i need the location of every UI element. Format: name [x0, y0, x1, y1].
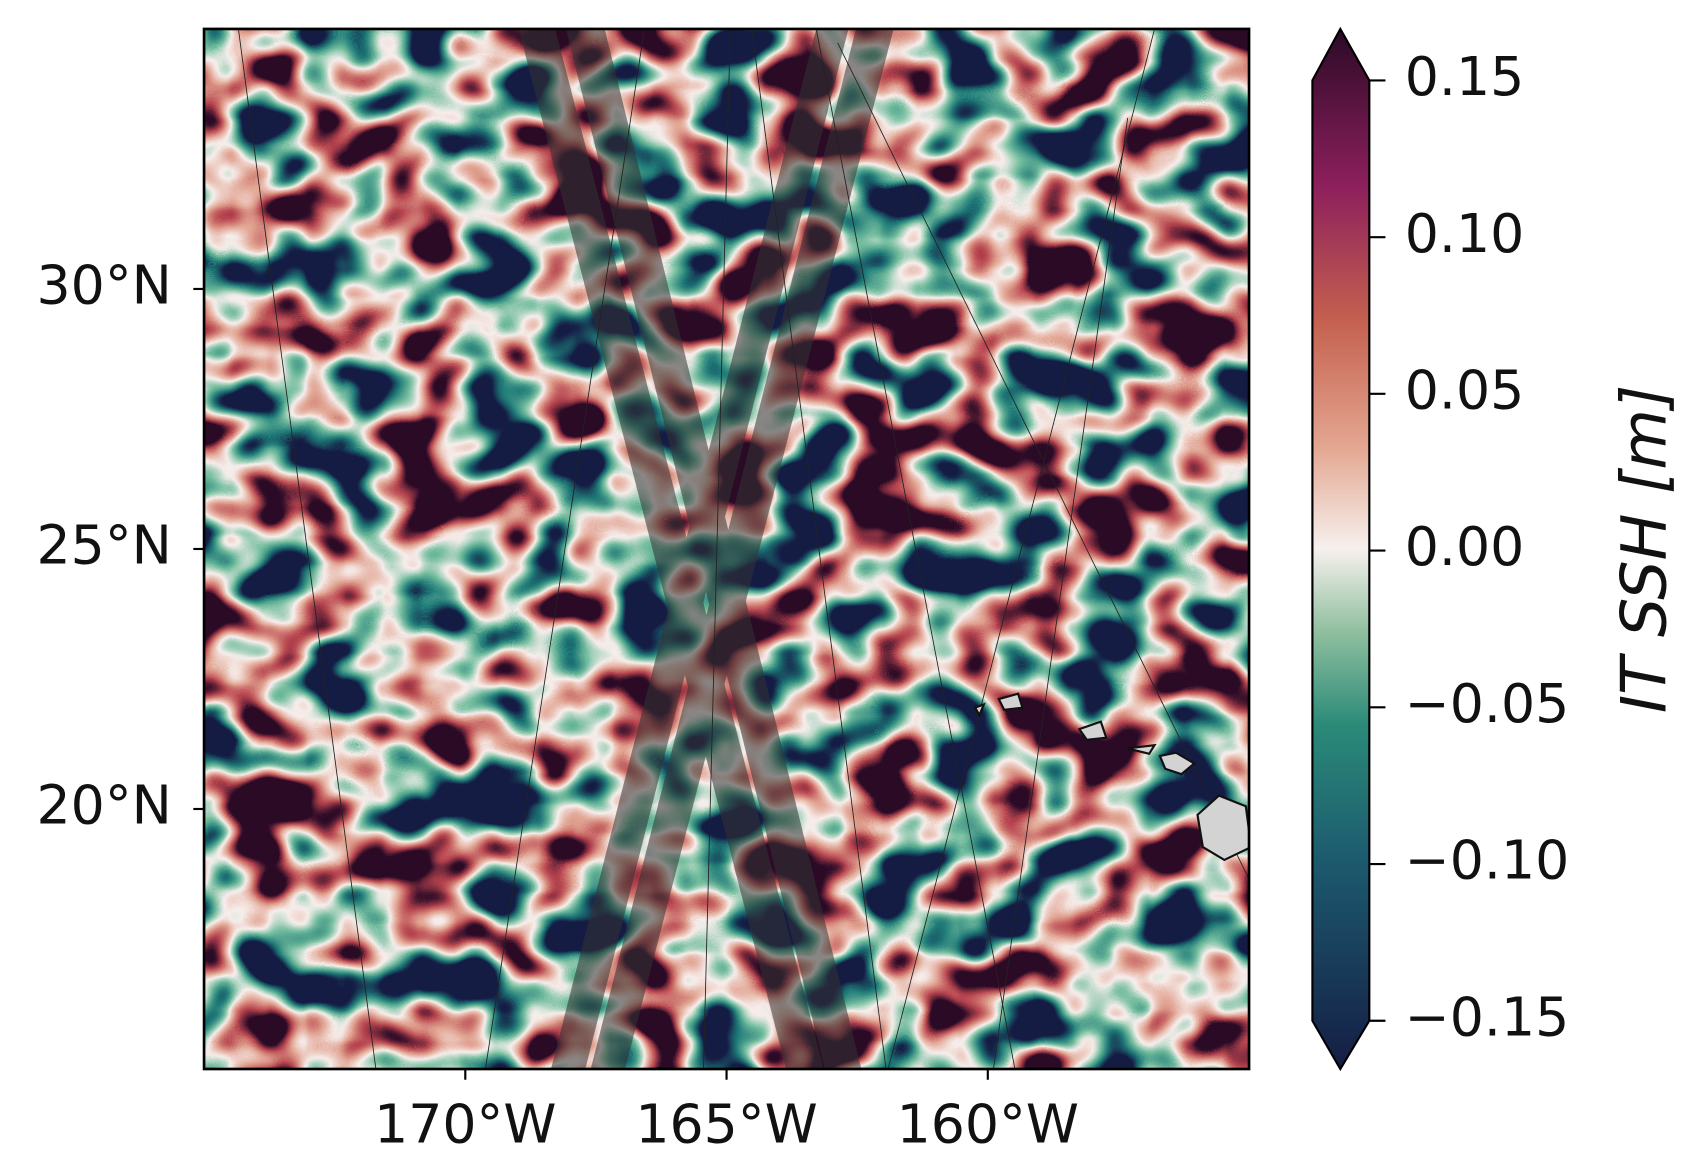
y-tick-label: 25°N: [37, 514, 172, 577]
map-area: [204, 28, 1250, 1070]
x-tick-label: 170°W: [374, 1093, 556, 1156]
ground-tracks: [237, 28, 1250, 1070]
colorbar-tick-label: 0.05: [1405, 359, 1525, 422]
colorbar-tick-label: 0.10: [1405, 202, 1525, 265]
colorbar-tick-label: 0.15: [1405, 45, 1525, 108]
colorbar-tick-label: −0.10: [1405, 829, 1570, 892]
y-tick-label: 20°N: [37, 774, 172, 837]
satellite-swaths: [518, 28, 894, 1070]
colorbar-tick-label: −0.15: [1405, 985, 1570, 1048]
x-tick-label: 160°W: [897, 1093, 1079, 1156]
axes: 170°W 165°W 160°W 20°N 25°N 30°N −0.15 −0.10 −0.…: [37, 45, 1570, 1156]
islands: [973, 692, 1250, 862]
y-tick-label: 30°N: [37, 254, 172, 317]
colorbar-label: IT SSH [m]: [1608, 385, 1681, 713]
colorbar: [1311, 26, 1371, 1072]
colorbar-tick-label: 0.00: [1405, 515, 1525, 578]
colorbar-tick-label: −0.05: [1405, 672, 1570, 735]
x-tick-label: 165°W: [635, 1093, 817, 1156]
